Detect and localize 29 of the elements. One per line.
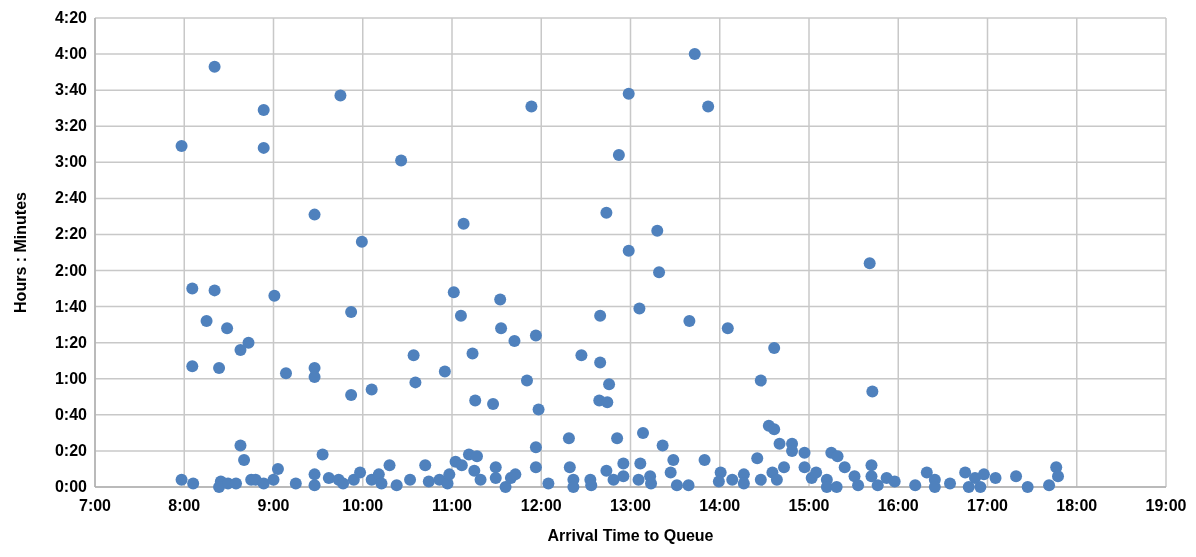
y-tick-label: 2:40 (54, 189, 88, 207)
x-tick-label: 7:00 (78, 497, 112, 514)
x-tick-label: 10:00 (342, 497, 384, 514)
y-tick-label: 2:00 (54, 261, 88, 279)
x-tick-label: 11:00 (431, 497, 473, 514)
y-tick-label: 0:20 (54, 441, 88, 459)
x-tick-label: 9:00 (257, 497, 290, 514)
y-tick-label: 1:20 (54, 333, 88, 351)
x-tick-label: 16:00 (877, 497, 919, 514)
x-tick-label: 19:00 (1145, 497, 1187, 514)
x-tick-label: 15:00 (788, 497, 830, 514)
y-tick-label: 1:40 (54, 297, 88, 315)
y-tick-label: 0:40 (54, 405, 88, 423)
x-tick-label: 14:00 (699, 497, 741, 514)
x-tick-label: 12:00 (520, 497, 562, 514)
y-tick-label: 2:20 (54, 225, 88, 243)
y-tick-label: 0:00 (54, 478, 88, 495)
x-tick-label: 17:00 (967, 497, 1009, 514)
x-tick-label: 13:00 (610, 497, 652, 514)
x-tick-label: 18:00 (1056, 497, 1098, 514)
x-axis-title: Arrival Time to Queue (547, 527, 714, 544)
y-tick-label: 1:00 (54, 369, 88, 387)
y-tick-label: 3:40 (54, 81, 88, 99)
x-tick-label: 8:00 (168, 497, 201, 514)
y-tick-label: 3:20 (54, 117, 88, 135)
y-tick-label: 4:00 (54, 45, 88, 63)
y-tick-label: 4:20 (54, 9, 88, 26)
y-axis-title: Hours : Minutes (12, 191, 29, 313)
y-tick-label: 3:00 (54, 153, 88, 171)
